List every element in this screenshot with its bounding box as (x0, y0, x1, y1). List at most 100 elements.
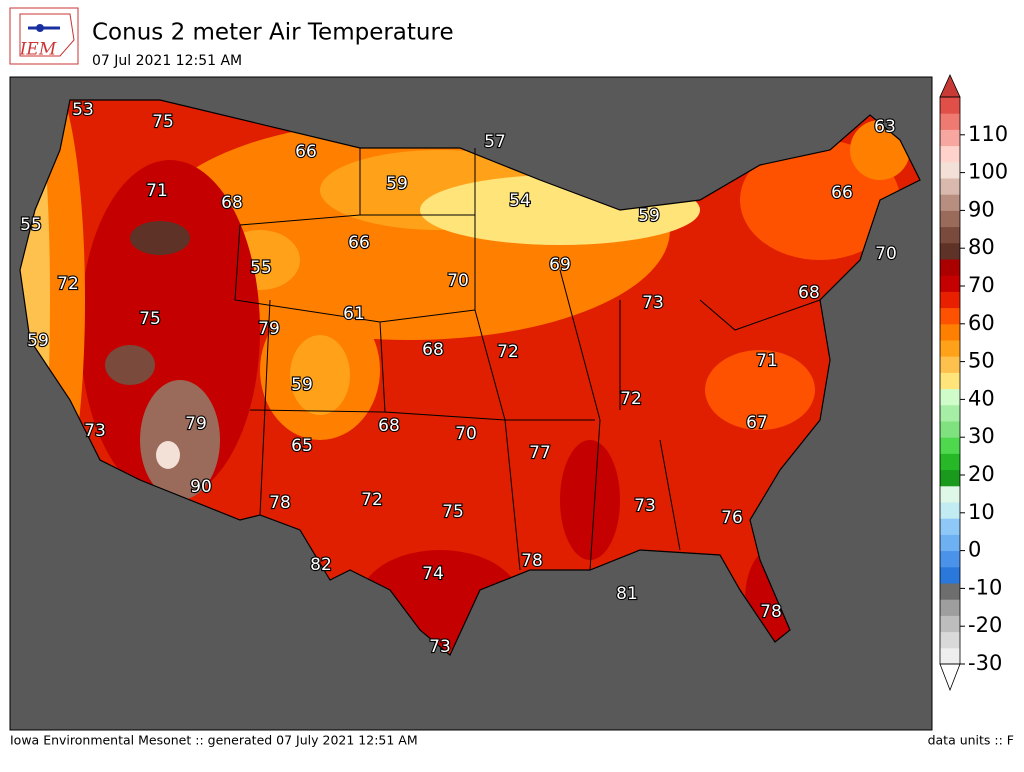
contour-label: 70 (875, 244, 897, 264)
colorbar-swatch (940, 356, 960, 373)
contour-label: 79 (185, 414, 207, 434)
colorbar-tick-label: 70 (968, 273, 995, 297)
colorbar-swatch (940, 404, 960, 422)
contour-label: 73 (642, 293, 664, 313)
contour-label: 81 (616, 584, 638, 604)
subtitle: 07 Jul 2021 12:51 AM (92, 53, 242, 69)
colorbar-swatch (940, 210, 960, 228)
colorbar-swatch (940, 372, 960, 390)
colorbar-tick-label: 80 (968, 235, 995, 259)
colorbar-swatch (940, 437, 960, 454)
contour-label: 71 (146, 181, 168, 201)
colorbar-swatch (940, 242, 960, 260)
colorbar-tick-label: 0 (968, 538, 981, 562)
colorbar-swatch (940, 631, 960, 649)
colorbar-swatch (940, 226, 960, 244)
colorbar-tick-label: 60 (968, 311, 995, 335)
contour-label: 63 (874, 117, 896, 137)
contour-label: 70 (447, 271, 469, 291)
colorbar-swatch (940, 615, 960, 633)
title: Conus 2 meter Air Temperature (92, 20, 454, 46)
colorbar-tick-label: -10 (968, 575, 1002, 599)
footer-right: data units :: F (928, 733, 1014, 748)
colorbar-extend-high (939, 74, 961, 98)
colorbar-tick-label: -30 (968, 651, 1002, 675)
colorbar-swatch (940, 647, 960, 665)
contour-label: 61 (343, 304, 365, 324)
contour-label: 70 (455, 424, 477, 444)
colorbar-swatch (940, 583, 960, 600)
contour-label: 71 (756, 351, 778, 371)
contour-label: 68 (798, 283, 820, 303)
contour-label: 75 (442, 502, 464, 522)
contour-label: 72 (497, 342, 519, 362)
contour-label: 72 (620, 389, 642, 409)
contour-label: 53 (72, 100, 94, 120)
colorbar-swatch (940, 275, 960, 292)
contour-label: 66 (831, 183, 853, 203)
colorbar-swatch (940, 502, 960, 519)
colorbar-swatch (940, 194, 960, 211)
contour-label: 54 (509, 191, 531, 211)
contour-label: 78 (521, 551, 543, 571)
contour-label: 73 (84, 421, 106, 441)
contour-label: 68 (378, 416, 400, 436)
contour-label: 73 (429, 637, 451, 657)
contour-label: 78 (269, 493, 291, 513)
colorbar-tick-label: -20 (968, 613, 1002, 637)
contour-label: 77 (529, 443, 551, 463)
logo-text: IEM (19, 40, 57, 60)
contour-label: 66 (295, 142, 317, 162)
colorbar-swatch (940, 129, 960, 147)
contour-label: 67 (746, 413, 768, 433)
contour-label: 57 (484, 132, 506, 152)
colorbar-swatch (940, 388, 960, 406)
colorbar-swatch (940, 113, 960, 130)
contour-label: 74 (422, 564, 444, 584)
state-lines (234, 148, 821, 571)
colorbar-swatch (940, 161, 960, 179)
colorbar-tick-label: 10 (968, 500, 995, 524)
contour-label: 59 (386, 174, 408, 194)
contour-label: 82 (310, 555, 332, 575)
contour-label: 72 (57, 274, 79, 294)
colorbar-tick-label: 100 (968, 160, 1008, 184)
colorbar-swatch (940, 453, 960, 471)
contour-label: 75 (152, 112, 174, 132)
colorbar-swatch (940, 145, 960, 163)
colorbar-swatch (940, 340, 960, 357)
us-outline (19, 99, 921, 656)
colorbar-swatch (940, 485, 960, 503)
colorbar-tick-label: 110 (968, 122, 1008, 146)
contour-label: 59 (27, 331, 49, 351)
contour-label: 65 (291, 436, 313, 456)
colorbar-tick-label: 40 (968, 386, 995, 410)
contour-label: 59 (638, 206, 660, 226)
colorbar-frame (939, 96, 961, 665)
colorbar-swatch (940, 518, 960, 535)
footer-left: Iowa Environmental Mesonet :: generated … (10, 733, 418, 748)
colorbar-swatch (940, 178, 960, 195)
colorbar-swatch (940, 259, 960, 276)
colorbar-swatch (940, 323, 960, 341)
colorbar-swatch (940, 550, 960, 568)
colorbar-swatch (940, 469, 960, 487)
contour-label: 73 (634, 496, 656, 516)
colorbar-extend-low (939, 663, 961, 692)
colorbar-tick-label: 90 (968, 197, 995, 221)
contour-label: 68 (422, 340, 444, 360)
contour-label: 78 (760, 602, 782, 622)
contour-label: 66 (348, 233, 370, 253)
colorbar-swatch (940, 566, 960, 584)
contour-label: 55 (20, 215, 42, 235)
contour-label: 79 (258, 319, 280, 339)
colorbar-tick-label: 20 (968, 462, 995, 486)
contour-label: 75 (139, 309, 161, 329)
contour-label: 68 (221, 193, 243, 213)
contour-label: 76 (721, 508, 743, 528)
colorbar-swatch (940, 534, 960, 552)
contour-label: 72 (361, 490, 383, 510)
colorbar-swatch (940, 599, 960, 616)
colorbar-tick-label: 30 (968, 424, 995, 448)
